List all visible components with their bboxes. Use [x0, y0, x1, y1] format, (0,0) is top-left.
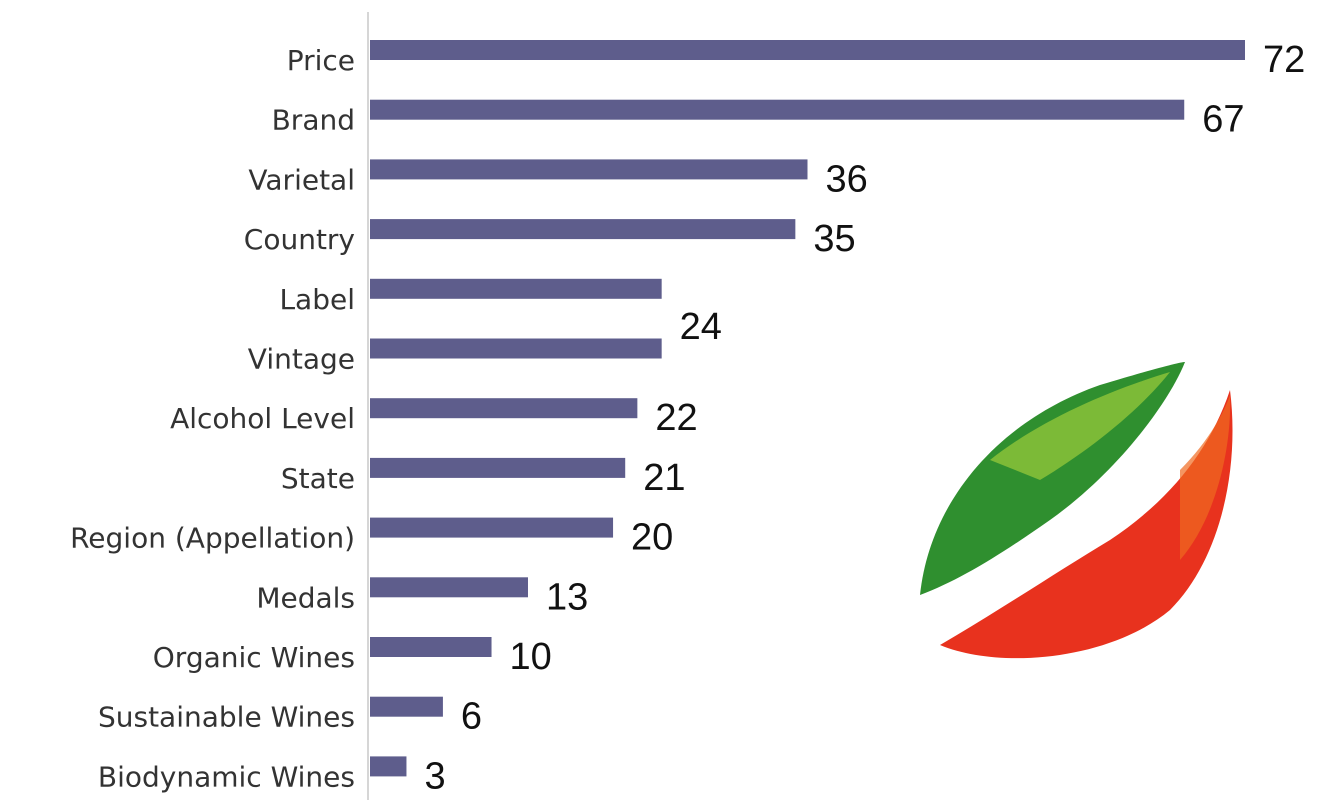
bar [370, 637, 492, 657]
category-label: Medals [256, 581, 355, 614]
bar [370, 697, 443, 717]
bar [370, 159, 808, 179]
bar [370, 40, 1245, 60]
bar [370, 577, 528, 597]
category-label: Vintage [248, 343, 355, 376]
bar [370, 100, 1184, 120]
category-label: Label [279, 283, 355, 316]
data-label: 35 [813, 218, 855, 260]
bar [370, 219, 795, 239]
data-label: 6 [461, 696, 482, 738]
data-label: 36 [826, 158, 868, 200]
data-label: 10 [510, 636, 552, 678]
page: {"chart_data": {"type": "hbar", "categor… [0, 0, 1320, 802]
data-label: 21 [643, 457, 685, 499]
chart: Price 72 Brand 67 Varietal 36 Country 35 Label 24… [0, 0, 1320, 802]
category-label: Biodynamic Wines [98, 760, 355, 793]
data-label: 67 [1202, 99, 1244, 141]
category-label: Alcohol Level [170, 402, 355, 435]
category-label: Region (Appellation) [70, 522, 355, 555]
bar [370, 756, 406, 776]
category-label: State [281, 462, 355, 495]
data-label: 3 [424, 755, 445, 797]
category-label: Country [244, 223, 355, 256]
category-label: Sustainable Wines [98, 701, 355, 734]
bar [370, 458, 625, 478]
category-label: Brand [272, 104, 355, 137]
category-label: Organic Wines [153, 641, 355, 674]
category-label: Price [287, 44, 355, 77]
data-label: 13 [546, 576, 588, 618]
data-label: 20 [631, 517, 673, 559]
bar [370, 339, 662, 359]
category-label: Varietal [248, 163, 355, 196]
bar [370, 398, 637, 418]
data-label: 24 [680, 306, 722, 348]
lips-illustration [920, 362, 1233, 658]
data-label: 72 [1263, 39, 1305, 81]
data-label: 22 [655, 397, 697, 439]
bar [370, 279, 662, 299]
bar [370, 518, 613, 538]
